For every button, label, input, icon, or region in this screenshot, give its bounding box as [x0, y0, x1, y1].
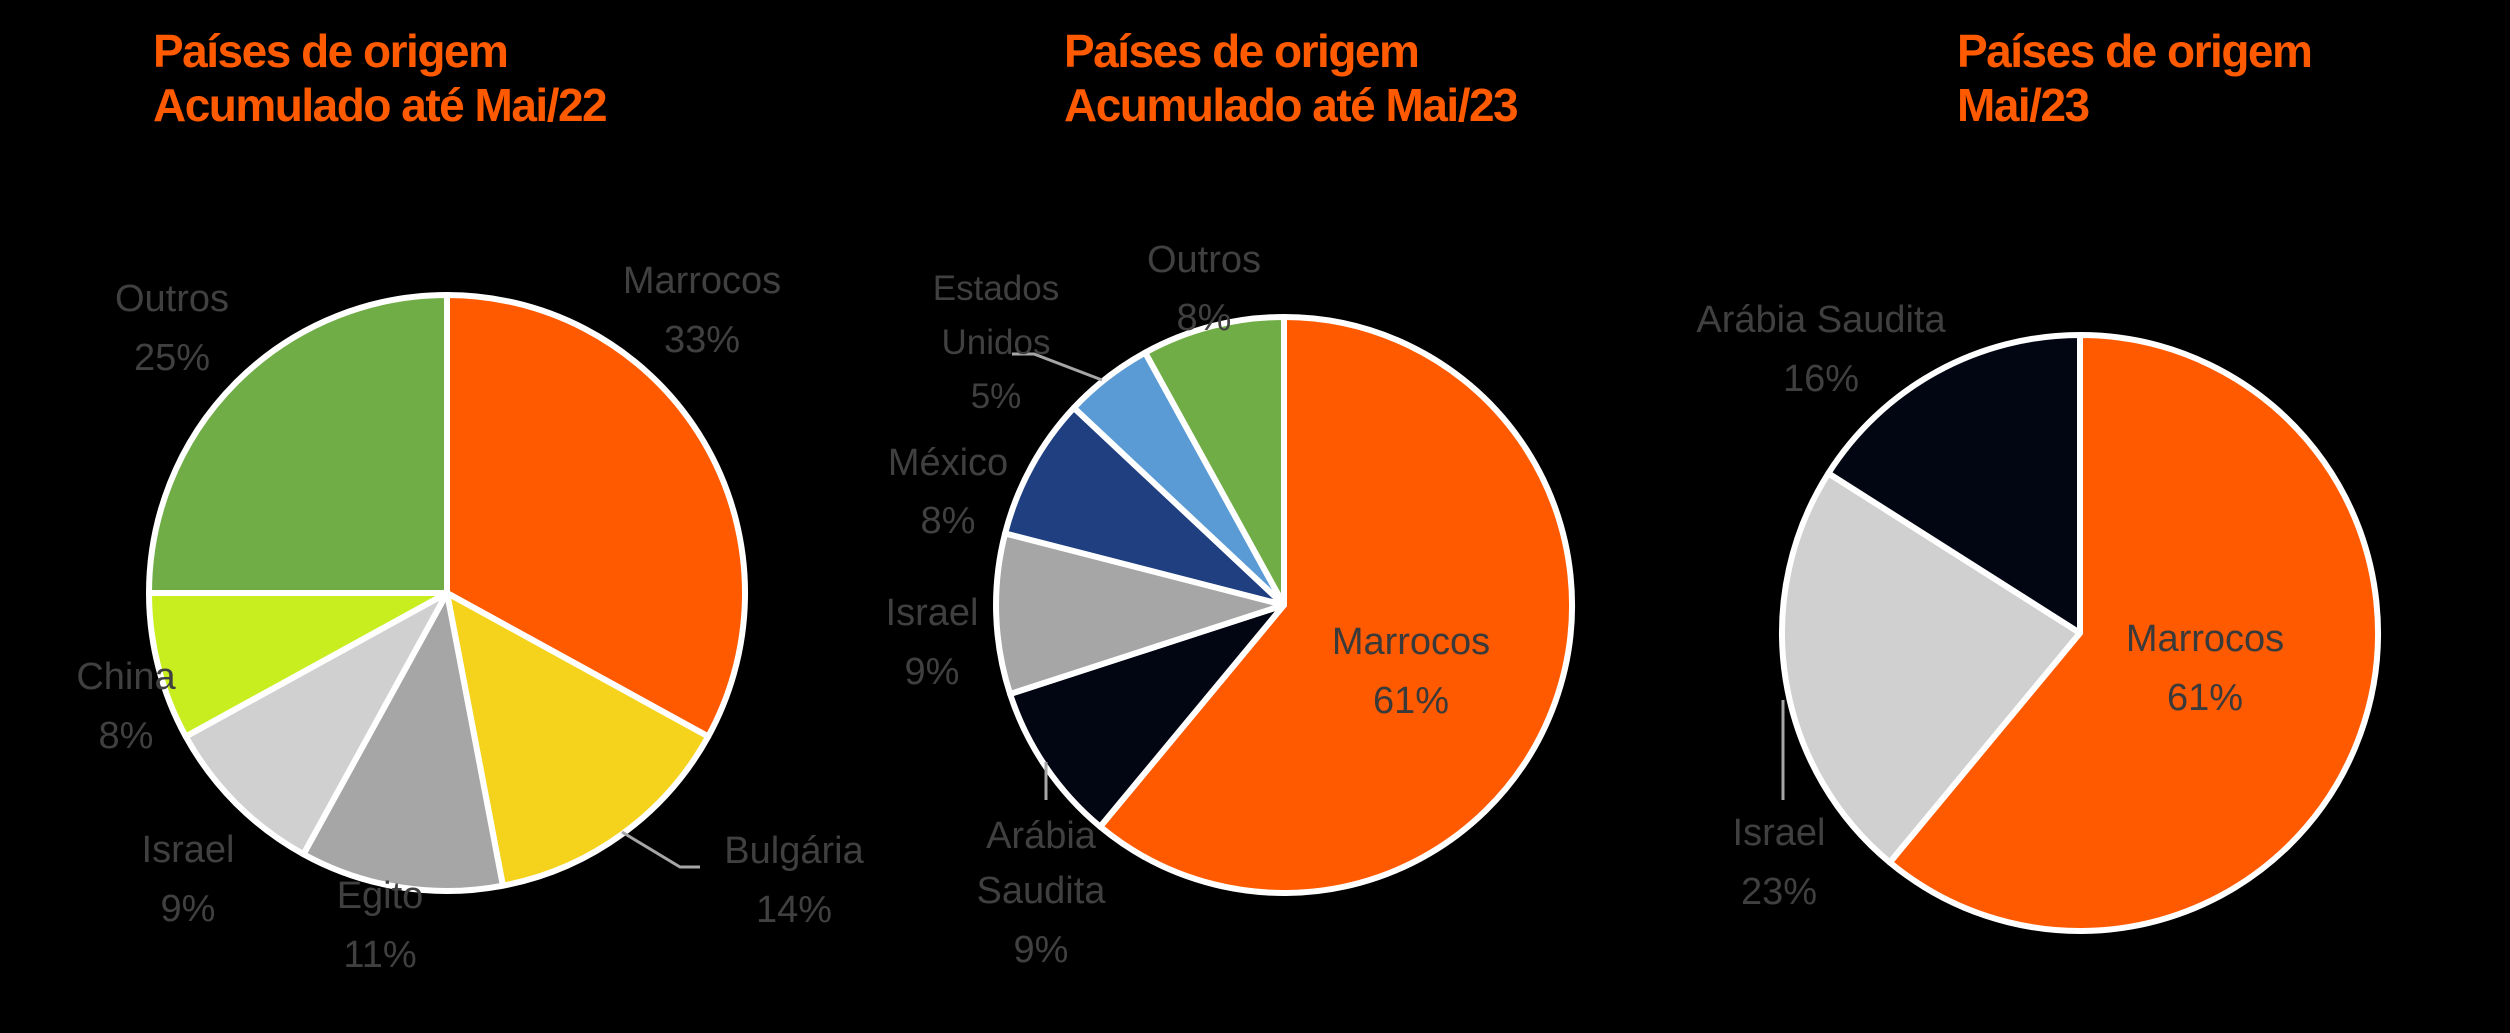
chart1-label-marrocos-pct: 33% [664, 319, 740, 361]
chart1-label-israel-pct: 9% [161, 888, 216, 930]
chart3-pie [1779, 332, 2381, 934]
chart1-slice-israel[interactable] [182, 590, 450, 858]
chart2-label-arabia-line1: Arábia [986, 815, 1097, 857]
chart2-label-marrocos: Marrocos [1332, 621, 1490, 663]
chart2-title: Países de origem Acumulado até Mai/23 [1064, 24, 1519, 132]
chart2-title-line2: Acumulado até Mai/23 [1064, 79, 1519, 131]
chart1-label-china: China [76, 656, 176, 698]
chart1-pie [146, 292, 748, 894]
chart1-slice-egito[interactable] [300, 590, 506, 894]
chart2-label-eua-pct: 5% [971, 377, 1022, 416]
chart1-title: Países de origem Acumulado até Mai/22 [153, 24, 608, 132]
chart1-title-line2: Acumulado até Mai/22 [153, 79, 608, 131]
chart1-label-bulgaria-pct: 14% [756, 889, 832, 931]
chart1-title-line1: Países de origem [153, 25, 509, 77]
chart3-title-line1: Países de origem [1957, 25, 2313, 77]
chart2-slice-marrocos[interactable] [1097, 314, 1575, 896]
chart1-label-china-pct: 8% [99, 715, 154, 757]
chart2-slice-israel[interactable] [993, 530, 1287, 697]
chart1-leader-line-bulgaria [621, 830, 700, 869]
chart1-label-egito: Egito [337, 875, 424, 917]
chart2-label-outros: Outros [1147, 239, 1261, 281]
chart1-label-bulgaria: Bulgária [724, 830, 864, 872]
chart2-pie [993, 313, 1575, 896]
chart1-label-egito-pct: 11% [343, 934, 416, 976]
chart1-label-outros: Outros [115, 278, 229, 320]
chart3-label-israel: Israel [1733, 812, 1826, 854]
chart2-label-israel-pct: 9% [905, 651, 960, 693]
chart2-title-line1: Países de origem [1064, 25, 1420, 77]
chart3-slice-arabia-saudita[interactable] [1825, 332, 2083, 636]
chart2-label-arabia-line2: Saudita [977, 870, 1107, 912]
chart2-label-mexico-pct: 8% [921, 500, 976, 542]
chart2-label-arabia-pct: 9% [1014, 929, 1069, 971]
chart2-label-eua-line1: Estados [933, 269, 1059, 308]
chart3-title: Países de origem Mai/23 [1957, 24, 2313, 132]
chart1-label-israel: Israel [142, 829, 235, 871]
chart2-label-israel: Israel [886, 592, 979, 634]
chart1-slice-marrocos[interactable] [444, 292, 748, 740]
chart3-label-arabia: Arábia Saudita [1696, 299, 1946, 341]
chart3-label-marrocos-pct: 61% [2167, 677, 2243, 719]
chart3-slice-israel[interactable] [1779, 470, 2083, 866]
chart2-slice-outros[interactable] [1142, 313, 1287, 608]
chart3-title-line2: Mai/23 [1957, 79, 2090, 131]
chart3-label-marrocos: Marrocos [2126, 618, 2284, 660]
chart2-slice-mexico[interactable] [1002, 404, 1287, 608]
chart2-leader-line-estados-unidos [1012, 352, 1103, 382]
chart2-label-marrocos-pct: 61% [1373, 680, 1449, 722]
chart2-label-outros-pct: 8% [1177, 297, 1232, 339]
chart3-labels: Marrocos 61% Israel 23% Arábia Saudita 1… [1696, 299, 2284, 913]
chart2-label-mexico: México [888, 442, 1008, 484]
chart1-labels: Marrocos 33% Bulgária 14% Egito 11% Isra… [76, 260, 864, 976]
chart3-label-israel-pct: 23% [1741, 871, 1817, 913]
chart2-labels: Marrocos 61% Arábia Saudita 9% Israel 9%… [886, 239, 1491, 971]
chart3-slice-marrocos[interactable] [1886, 332, 2381, 934]
chart1-slice-bulgaria[interactable] [444, 590, 712, 889]
chart1-slice-china[interactable] [146, 590, 450, 740]
chart2-label-eua-line2: Unidos [942, 323, 1051, 362]
chart1-slice-outros[interactable] [146, 292, 450, 596]
chart1-label-marrocos: Marrocos [623, 260, 781, 302]
chart3-label-arabia-pct: 16% [1783, 358, 1859, 400]
chart1-label-outros-pct: 25% [134, 337, 210, 379]
